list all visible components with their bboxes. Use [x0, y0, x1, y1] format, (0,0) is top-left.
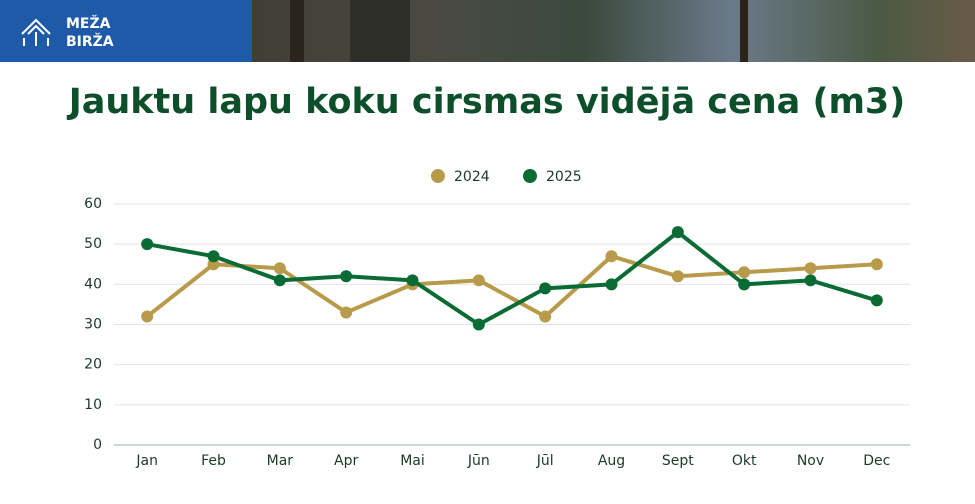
series-line: [145, 254, 877, 319]
data-point: [870, 294, 883, 307]
series-line: [146, 230, 878, 327]
data-point: [406, 274, 419, 287]
legend-label: 2024: [454, 169, 490, 185]
tree-trunk: [740, 0, 748, 62]
data-point: [605, 250, 618, 263]
data-point: [738, 278, 751, 291]
x-tick-label: Sept: [662, 453, 694, 469]
tree-trunk: [350, 0, 410, 62]
y-tick-label: 60: [84, 196, 102, 212]
data-point: [340, 270, 353, 283]
data-point: [472, 274, 485, 287]
x-tick-label: Jūn: [467, 453, 490, 469]
x-tick-label: Dec: [863, 453, 890, 469]
logo-text[interactable]: BIRŽA: [66, 33, 114, 50]
tree-trunk: [290, 0, 304, 62]
data-point: [671, 226, 684, 239]
y-tick-label: 30: [84, 317, 102, 333]
x-tick-label: Nov: [797, 453, 824, 469]
legend-marker: [431, 169, 445, 183]
data-point: [273, 274, 286, 287]
data-point: [539, 310, 552, 323]
data-point: [141, 238, 154, 251]
x-tick-label: Feb: [201, 453, 226, 469]
data-point: [340, 306, 353, 319]
x-tick-label: Mar: [267, 453, 294, 469]
logo-text[interactable]: MEŽA: [66, 15, 111, 32]
data-point: [738, 266, 751, 279]
y-tick-label: 10: [84, 397, 102, 413]
x-tick-label: Jūl: [536, 453, 554, 469]
data-point: [804, 274, 817, 287]
y-tick-label: 20: [84, 357, 102, 373]
logo-icon: [21, 18, 51, 46]
y-tick-label: 40: [84, 276, 102, 292]
data-point: [207, 250, 220, 263]
data-point: [472, 318, 485, 331]
data-point: [804, 262, 817, 275]
data-point: [671, 270, 684, 283]
legend-marker: [523, 169, 537, 183]
y-tick-label: 0: [93, 437, 102, 453]
y-tick-label: 50: [84, 236, 102, 252]
data-point: [605, 278, 618, 291]
x-tick-label: Mai: [400, 453, 425, 469]
x-tick-label: Okt: [732, 453, 757, 469]
chart-title: Jauktu lapu koku cirsmas vidējā cena (m3…: [67, 82, 906, 122]
x-tick-label: Jan: [135, 453, 158, 469]
logo-panel: [0, 0, 252, 62]
x-tick-label: Apr: [334, 453, 358, 469]
x-tick-label: Aug: [598, 453, 625, 469]
data-point: [141, 310, 154, 323]
legend-label: 2025: [546, 169, 582, 185]
data-point: [539, 282, 552, 295]
data-point: [870, 258, 883, 271]
data-point: [273, 262, 286, 275]
